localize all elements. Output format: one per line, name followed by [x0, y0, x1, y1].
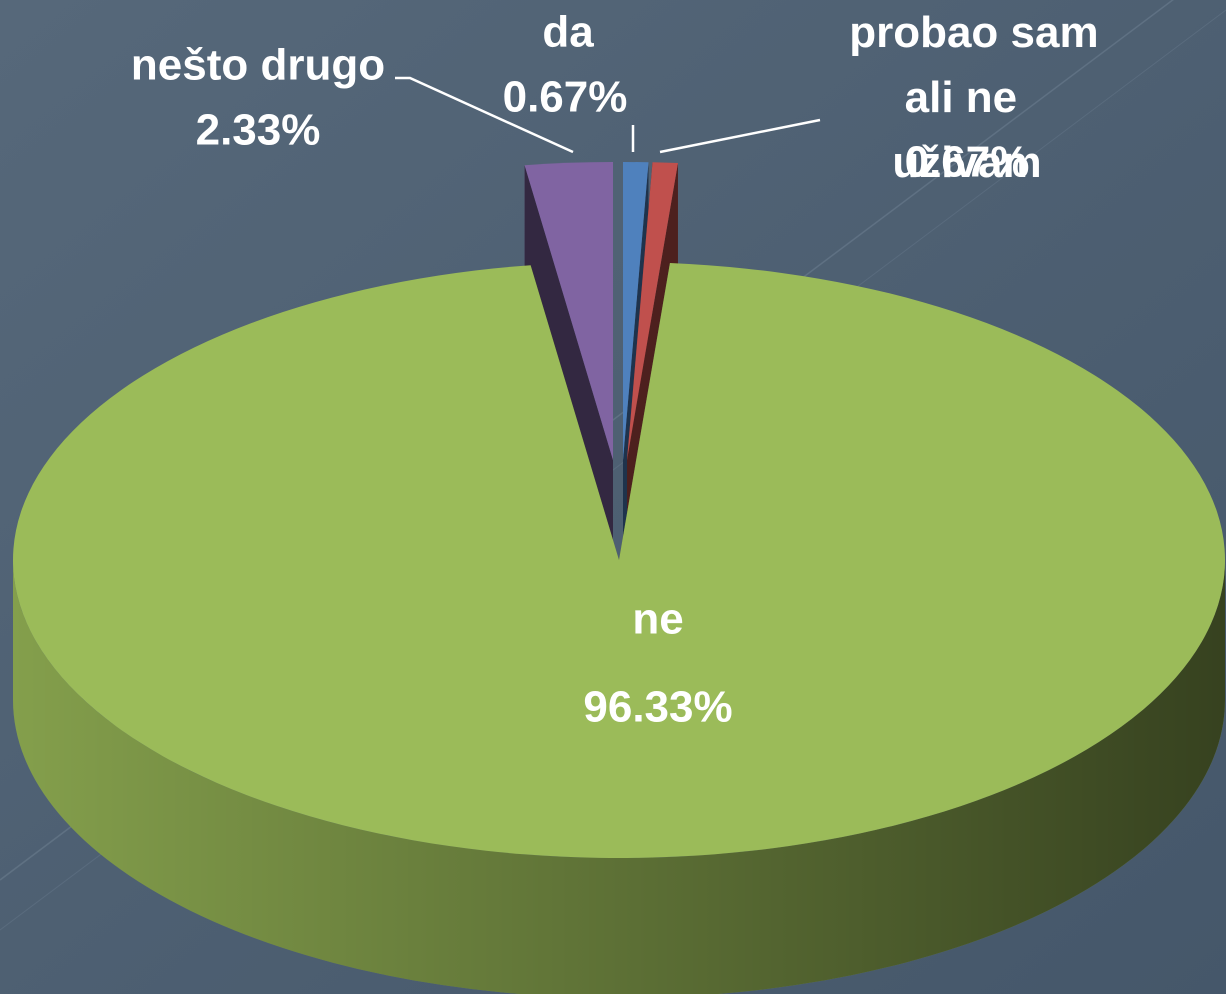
slice-top [623, 162, 649, 460]
value-label: 0.67% [503, 73, 628, 122]
category-label: ne [632, 595, 683, 644]
leader-line [395, 76, 574, 154]
slice-top [524, 162, 613, 460]
category-label-line: ali ne [905, 73, 1030, 122]
value-label: 96.33% [583, 683, 732, 732]
category-label: nešto drugo [131, 41, 385, 90]
value-label: 2.33% [196, 106, 321, 155]
category-label-line: probao sam [849, 8, 1111, 57]
category-label: probao sam ali ne uživam [849, 8, 1111, 187]
value-label: 0.67% [905, 138, 1030, 187]
slice-top [627, 162, 678, 460]
pie-slice [13, 263, 1226, 994]
slice-top [13, 263, 1226, 859]
leader-line [659, 118, 821, 154]
category-label: da [542, 8, 594, 57]
slice-outer-shade [13, 560, 1225, 994]
category-label-line: uživam [892, 138, 1041, 187]
